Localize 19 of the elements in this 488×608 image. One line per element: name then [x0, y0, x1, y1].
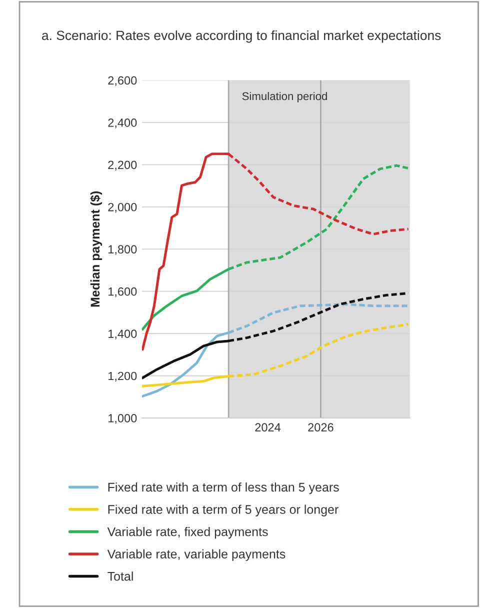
- y-tick-label: 1,600: [108, 287, 137, 298]
- y-tick-label: 1,400: [108, 330, 137, 340]
- x-tick-label: 2026: [308, 423, 334, 432]
- legend-label: Variable rate, fixed payments: [107, 527, 268, 539]
- legend-label: Variable rate, variable payments: [107, 549, 286, 561]
- chart-title: a. Scenario: Rates evolve according to financial market expectations: [42, 30, 441, 43]
- y-tick-label: 1,000: [108, 414, 137, 424]
- y-tick-label: 2,400: [108, 118, 137, 128]
- y-tick-label: 2,000: [108, 202, 137, 213]
- x-tick-label: 2024: [255, 423, 281, 432]
- legend-label: Fixed rate with a term of 5 years or longer: [108, 504, 338, 516]
- y-axis-title: Median payment ($): [90, 191, 102, 307]
- legend-label: Fixed rate with a term of less than 5 years: [108, 482, 339, 494]
- y-tick-label: 2,600: [108, 76, 137, 86]
- y-tick-label: 1,800: [108, 245, 137, 255]
- y-tick-label: 2,200: [108, 160, 137, 170]
- y-tick-label: 1,200: [108, 372, 137, 382]
- legend-label: Total: [108, 572, 133, 581]
- band-label: Simulation period: [242, 92, 327, 102]
